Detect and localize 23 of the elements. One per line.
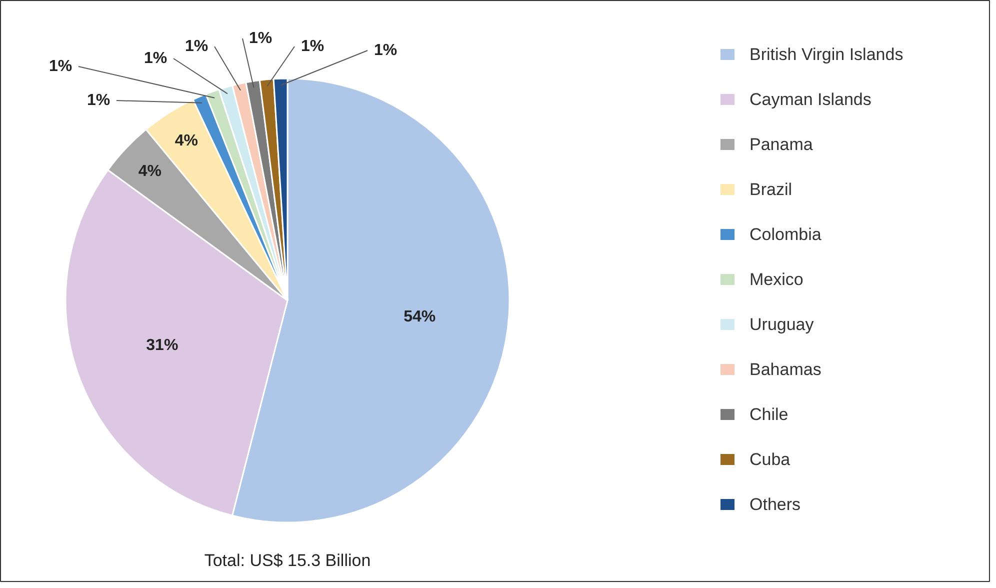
legend-label: Colombia (750, 225, 822, 244)
data-label: 1% (48, 58, 72, 75)
text: Total: US$ 15.3 Billion (204, 551, 371, 570)
legend-label: Panama (750, 135, 814, 154)
legend-label: Bahamas (750, 360, 822, 379)
legend-label: Brazil (750, 180, 792, 199)
legend-label: Uruguay (750, 315, 814, 334)
legend-label: Cayman Islands (750, 90, 872, 109)
data-label: 1% (184, 38, 208, 55)
legend-label: Others (750, 495, 801, 514)
legend-label: Chile (750, 405, 788, 424)
data-label: 1% (374, 42, 398, 59)
data-label: 4% (174, 132, 198, 150)
legend-label: Mexico (750, 270, 804, 289)
data-label: 1% (86, 92, 110, 109)
data-label: 31% (146, 337, 178, 354)
legend-label: Cuba (750, 450, 791, 469)
data-label: 1% (248, 30, 272, 47)
data-label: 4% (138, 162, 162, 180)
data-label: 54% (404, 308, 436, 326)
legend-label: British Virgin Islands (750, 45, 904, 64)
data-label: 1% (144, 50, 168, 67)
data-label: 1% (300, 38, 324, 55)
